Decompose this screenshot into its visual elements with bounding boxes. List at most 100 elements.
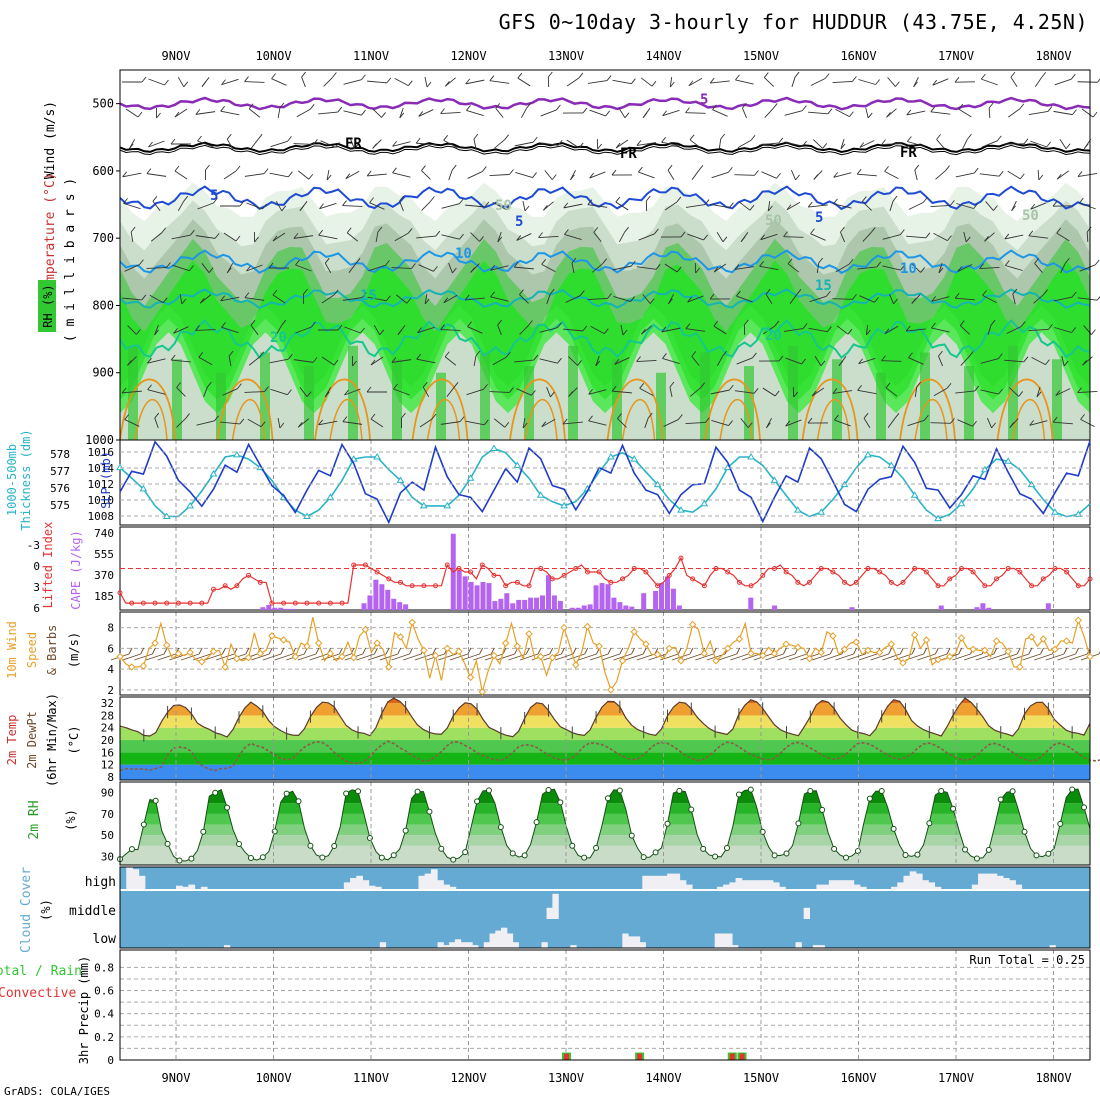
rh-point — [295, 798, 302, 805]
wind-barb-flag — [881, 139, 886, 145]
wind-speed-point — [163, 641, 171, 649]
wind-barb — [857, 173, 877, 177]
wind-barb — [127, 325, 137, 335]
wind-barb-flag — [578, 142, 584, 149]
y-tick-label-pressure: 700 — [92, 231, 114, 245]
wind-barb — [858, 357, 876, 365]
rh-point — [343, 790, 350, 797]
wind-barb — [1081, 108, 1094, 118]
y-tick-label-wind: 2 — [107, 684, 114, 697]
wind-barb-flag — [1004, 260, 1010, 266]
wind-barb-flag — [875, 79, 881, 85]
ylabel-rh: RH (%) — [41, 284, 55, 327]
ylabel-wind-barbs: & Barbs — [45, 625, 59, 676]
wind-barb — [318, 420, 338, 426]
wind-barb-flag — [464, 294, 470, 301]
wind-barb — [293, 235, 314, 239]
cape-bar — [617, 602, 623, 610]
ylabel-millibars: ( m i l l i b a r s ) — [63, 178, 78, 342]
wind-barb-flag — [827, 326, 832, 332]
wind-barb-flag — [636, 356, 641, 362]
wind-barb — [440, 112, 461, 114]
wind-barb-flag — [807, 201, 813, 208]
wind-barb-10m — [262, 653, 282, 661]
lifted-index-point — [421, 583, 427, 589]
lifted-index-point — [666, 572, 672, 578]
wind-barb-10m — [870, 653, 889, 661]
wind-barb-flag — [1096, 295, 1100, 301]
isotherm-5 — [119, 185, 1091, 211]
wind-barb — [763, 77, 775, 87]
wind-barb — [293, 143, 314, 145]
wind-barb — [955, 297, 975, 301]
wind-speed-point — [1027, 633, 1036, 641]
rh-point — [402, 827, 409, 834]
wind-barb-10m-flag — [911, 647, 916, 655]
lifted-index-point — [152, 600, 158, 606]
thickness-point — [864, 450, 872, 458]
rh-point — [950, 805, 957, 812]
wind-barb — [177, 200, 185, 212]
wind-barb-flag — [309, 104, 315, 110]
wind-speed-point — [1074, 616, 1083, 625]
cloud-bar-high — [996, 875, 1004, 889]
lifted-index-point — [982, 583, 988, 589]
wind-barb-flag — [123, 198, 128, 204]
wind-barb — [297, 418, 310, 428]
wind-barb — [957, 264, 973, 272]
wind-barb-10m — [601, 653, 620, 661]
ylabel-cloud-units: (%) — [39, 899, 53, 921]
precip-bar-convective — [729, 1053, 735, 1060]
wind-barb — [497, 324, 502, 336]
wind-barb — [1004, 234, 1024, 240]
thickness-point — [747, 453, 755, 460]
ylabel-temperature: Temperature (°C) — [43, 172, 58, 297]
wind-barb-10m-flag — [759, 647, 764, 655]
wind-barb — [640, 77, 653, 87]
cloud-bar-high — [424, 873, 432, 889]
wind-barb — [613, 295, 631, 303]
wind-barb-flag — [760, 234, 765, 241]
wind-barb-flag — [958, 103, 964, 110]
wind-barb-flag — [906, 109, 912, 116]
wind-barb — [522, 200, 526, 212]
wind-barb — [685, 422, 706, 424]
wind-barb-flag — [369, 197, 374, 203]
wind-barb — [272, 232, 286, 242]
wind-barb — [1053, 421, 1073, 425]
wind-barb-10m — [777, 653, 796, 661]
y-tick-label-slp: 1010 — [88, 494, 115, 507]
wind-barb — [784, 141, 803, 147]
wind-speed-point — [864, 646, 872, 655]
isotherm-30 — [914, 398, 948, 441]
wind-barb — [662, 357, 680, 365]
wind-speed-point — [139, 662, 148, 670]
lifted-index-point — [479, 562, 485, 568]
wind-barb-flag — [366, 386, 372, 393]
wind-speed-point — [794, 643, 802, 651]
wind-barb — [764, 108, 774, 118]
wind-barb — [979, 266, 1000, 270]
rh-point — [545, 786, 552, 793]
rh-point — [212, 789, 219, 796]
wind-speed-point — [852, 638, 860, 646]
rh-point — [128, 846, 135, 853]
wind-barb-flag — [688, 80, 694, 87]
wind-barb — [865, 107, 869, 119]
wind-barb — [393, 388, 410, 396]
lifted-index-point — [830, 569, 836, 575]
wind-barb-flag — [443, 135, 449, 141]
wind-barb-10m — [204, 653, 223, 661]
wind-barb — [399, 200, 404, 212]
wind-barb-flag — [669, 81, 675, 88]
wind-barb-flag — [549, 288, 555, 295]
wind-barb-flag — [281, 319, 287, 326]
wind-barb — [130, 231, 134, 243]
wind-barb-flag — [197, 135, 202, 142]
wind-barb — [326, 169, 330, 181]
wind-speed-point — [560, 623, 568, 632]
lifted-index-point — [222, 583, 228, 589]
cape-bar — [456, 570, 462, 610]
rh-point — [676, 787, 683, 794]
wind-barb — [881, 142, 902, 146]
